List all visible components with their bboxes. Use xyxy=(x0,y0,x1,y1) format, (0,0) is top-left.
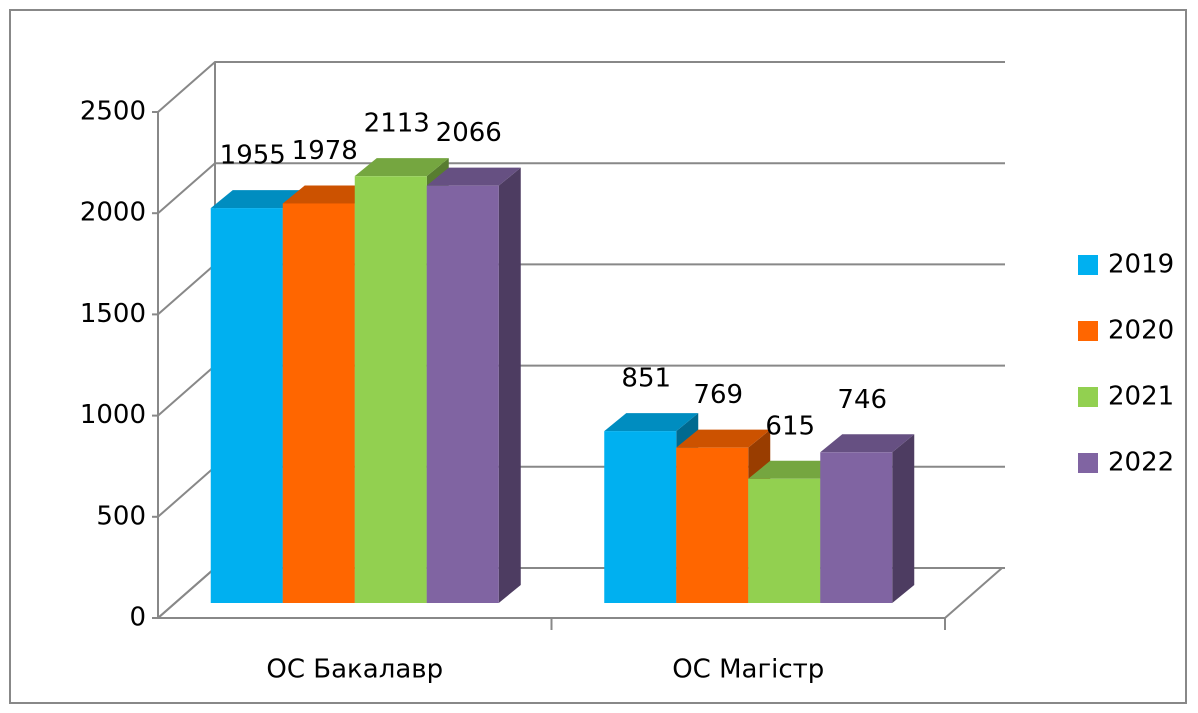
y-tick-label: 500 xyxy=(96,501,146,531)
legend-label: 2019 xyxy=(1108,250,1174,280)
bar-side xyxy=(498,167,521,603)
bar xyxy=(210,208,283,603)
y-tick-label: 1000 xyxy=(80,400,146,430)
bar-top xyxy=(748,460,843,479)
bar xyxy=(354,176,427,603)
grid-line xyxy=(157,61,1005,113)
data-label: 615 xyxy=(765,411,815,441)
bar-top xyxy=(282,185,377,204)
bar xyxy=(426,185,499,603)
legend-label: 2022 xyxy=(1108,448,1174,478)
x-tick-label: ОС Магістр xyxy=(672,655,824,685)
x-tick-label: ОС Бакалавр xyxy=(266,655,443,685)
data-label: 2066 xyxy=(436,118,502,148)
bar xyxy=(676,447,749,603)
y-tick-label: 2000 xyxy=(80,198,146,228)
bar-top xyxy=(426,167,521,186)
data-label: 1955 xyxy=(220,141,286,171)
y-tick-label: 2500 xyxy=(80,97,146,127)
legend-label: 2021 xyxy=(1108,382,1174,412)
y-tick-label: 0 xyxy=(129,603,146,633)
data-label: 851 xyxy=(621,364,671,394)
legend-swatch xyxy=(1078,321,1098,341)
bar xyxy=(604,431,677,603)
y-tick-label: 1500 xyxy=(80,299,146,329)
bar xyxy=(282,203,355,603)
bar xyxy=(820,452,893,603)
bar-side xyxy=(892,434,915,603)
data-label: 1978 xyxy=(292,136,358,166)
legend-swatch xyxy=(1078,453,1098,473)
legend-swatch xyxy=(1078,255,1098,275)
grid-line xyxy=(157,162,1005,214)
bar xyxy=(748,478,821,603)
bar-top xyxy=(354,158,449,177)
data-label: 746 xyxy=(837,385,887,415)
bar-top xyxy=(820,434,915,453)
bar-top xyxy=(210,190,305,209)
data-label: 2113 xyxy=(364,109,430,139)
chart-frame xyxy=(9,9,1187,704)
bar-top xyxy=(676,429,771,448)
data-label: 769 xyxy=(693,380,743,410)
legend-label: 2020 xyxy=(1108,316,1174,346)
bar-top xyxy=(604,413,699,432)
legend-swatch xyxy=(1078,387,1098,407)
